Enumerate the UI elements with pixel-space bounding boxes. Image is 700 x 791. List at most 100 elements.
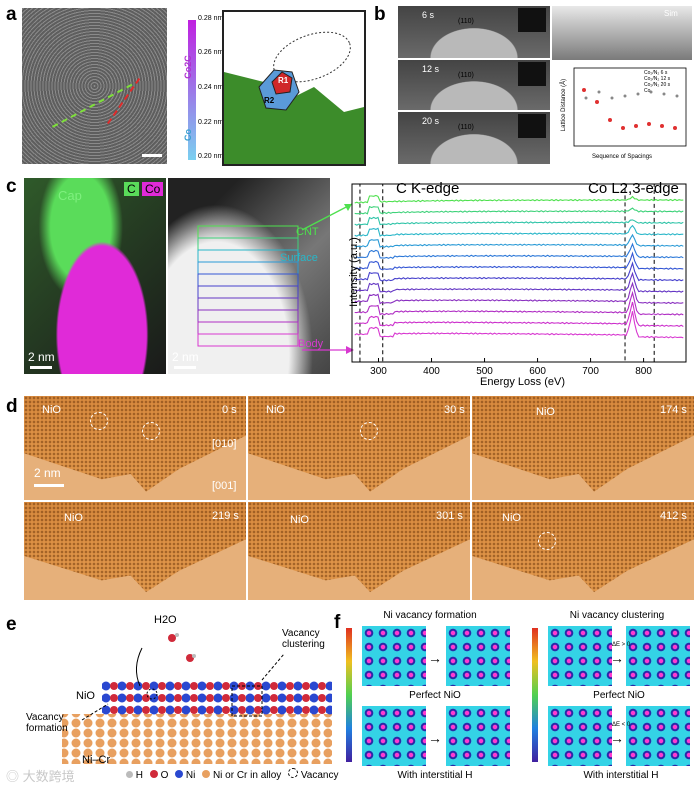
panel-a-tem-image <box>22 8 167 164</box>
scale-bar <box>142 154 162 157</box>
spectrum-7 <box>354 251 684 271</box>
x-tick-label-5: 800 <box>635 366 652 377</box>
spectrum-8 <box>354 261 684 282</box>
d6-phase: NiO <box>502 512 521 524</box>
d1-dir1: [010] <box>212 438 237 450</box>
panel-c-elemental-map: Cap C Co 2 nm <box>24 178 166 374</box>
legend-2: Co₂/N₂ 12 s <box>644 76 671 82</box>
spectrum-3 <box>354 216 684 226</box>
panel-d-frame-6: NiO 412 s <box>472 502 694 600</box>
spectrum-5 <box>354 233 684 248</box>
f-arrow-1: → <box>428 650 442 666</box>
watermark-text: 大数跨境 <box>22 769 75 784</box>
d5-time: 301 s <box>436 510 463 522</box>
panel-b-sim: Sim <box>552 6 692 60</box>
f-de-pos: ΔE > 0 <box>612 642 631 648</box>
f-arrow-3: → <box>610 650 624 666</box>
f-de-neg: ΔE < 0 <box>612 722 631 728</box>
eels-frame <box>351 183 687 363</box>
d3-time: 174 s <box>660 404 687 416</box>
connector-arrows <box>301 203 354 354</box>
spectrum-4 <box>354 224 684 237</box>
f-interstitial-right: With interstitial H <box>583 770 659 781</box>
panel-c-haadf-image: CNT Surface Body 2 nm <box>168 178 330 374</box>
d2-time: 30 s <box>444 404 465 416</box>
panel-d-frame-3: NiO 174 s <box>472 396 694 500</box>
c-edge-label: C K-edge <box>396 180 460 197</box>
panel-a-colorbar <box>188 20 196 160</box>
legend-vac-icon <box>288 768 299 778</box>
colorbar-species-lower: Co <box>183 129 193 141</box>
d1-scale: 2 nm <box>34 466 61 480</box>
e-h2o: H2O <box>154 614 177 626</box>
d3-phase: NiO <box>536 406 555 418</box>
panel-d-frame-2: NiO 30 s <box>248 396 470 500</box>
panel-label-a: a <box>6 4 17 25</box>
f-right-title: Ni vacancy clustering <box>569 610 665 621</box>
frame-3-plane: (110) <box>458 124 474 131</box>
schematic-r2: R2 <box>264 96 275 105</box>
legend-4: Co <box>644 88 651 94</box>
d4-time: 219 s <box>212 510 239 522</box>
colorbar-bottom: 0.20 nm <box>198 153 224 160</box>
colorbar-top: 0.28 nm <box>198 15 224 22</box>
d4-phase: NiO <box>64 512 83 524</box>
f-map-7 <box>548 706 612 766</box>
spectrum-9 <box>354 271 684 293</box>
colorbar-t4: 0.22 nm <box>198 119 224 126</box>
spectrum-1 <box>354 194 684 204</box>
spectrum-11 <box>354 290 684 316</box>
panel-label-d: d <box>6 396 18 417</box>
f-map-4 <box>446 706 510 766</box>
region-boxes <box>197 225 299 347</box>
e-nicr: Ni–Cr <box>82 754 111 766</box>
sim-label: Sim <box>664 9 678 18</box>
frame-2-time: 12 s <box>422 64 440 74</box>
plot-legend: Co₂/N₂ 6 s Co₂/N₂ 12 s Co₂/N₂ 20 s Co <box>644 70 670 94</box>
e-vac-cluster: Vacancy clustering <box>282 628 325 650</box>
panel-d-frame-1: NiO 0 s 2 nm [010] [001] <box>24 396 246 500</box>
frame-2-plane: (110) <box>458 72 474 79</box>
d1-circle-a <box>90 412 108 430</box>
d6-time: 412 s <box>660 510 687 522</box>
panel-a-schematic: R1 R2 <box>222 10 366 166</box>
map-c-key: C <box>124 182 139 196</box>
colorbar-t2: 0.26 nm <box>198 49 224 56</box>
legend-o-icon <box>149 770 158 778</box>
panel-b-frame-2: 12 s (110) <box>398 60 550 110</box>
legend-3: Co₂/N₂ 20 s <box>644 82 671 88</box>
panel-d-frame-5: NiO 301 s <box>248 502 470 600</box>
panel-d-frame-4: NiO 219 s <box>24 502 246 600</box>
legend-alloy-icon <box>202 770 211 778</box>
panel-b-frame-1: 6 s (110) <box>398 6 550 58</box>
legend-h-icon <box>126 771 133 778</box>
x-tick-label-3: 600 <box>529 366 546 377</box>
spectrum-10 <box>354 281 684 305</box>
frame-1-inset <box>518 8 546 32</box>
panel-b-plot: Lattice Distance (Å) Sequence of Spacing… <box>552 62 692 166</box>
d1-scale-bar <box>34 484 64 487</box>
haadf-scale-text: 2 nm <box>172 350 199 364</box>
panel-b-frame-3: 20 s (110) <box>398 112 550 164</box>
f-perfect-left: Perfect NiO <box>409 690 461 701</box>
f-colorbar-left <box>346 628 352 762</box>
plot-ylabel: Lattice Distance (Å) <box>561 78 567 132</box>
legend-ni-icon <box>175 770 184 778</box>
f-map-3 <box>362 706 426 766</box>
spectrum-6 <box>354 242 684 259</box>
haadf-scale-bar <box>174 366 196 369</box>
map-scale-text: 2 nm <box>28 350 55 364</box>
plot-xlabel: Sequence of Spacings <box>592 154 653 160</box>
legend-h: H <box>135 770 144 781</box>
frame-1-time: 6 s <box>422 10 435 20</box>
eels-svg: 300 400 500 600 700 800 <box>351 183 687 377</box>
d1-circle-b <box>142 422 160 440</box>
panel-label-b: b <box>374 4 386 25</box>
watermark-logo-icon: ◎ <box>6 769 20 784</box>
f-map-5 <box>548 626 612 686</box>
d6-circle <box>538 532 556 550</box>
schematic-drawing <box>224 31 364 164</box>
region-surface: Surface <box>280 252 318 264</box>
legend-vac: Vacancy <box>300 770 339 781</box>
f-arrow-4: → <box>610 730 624 746</box>
